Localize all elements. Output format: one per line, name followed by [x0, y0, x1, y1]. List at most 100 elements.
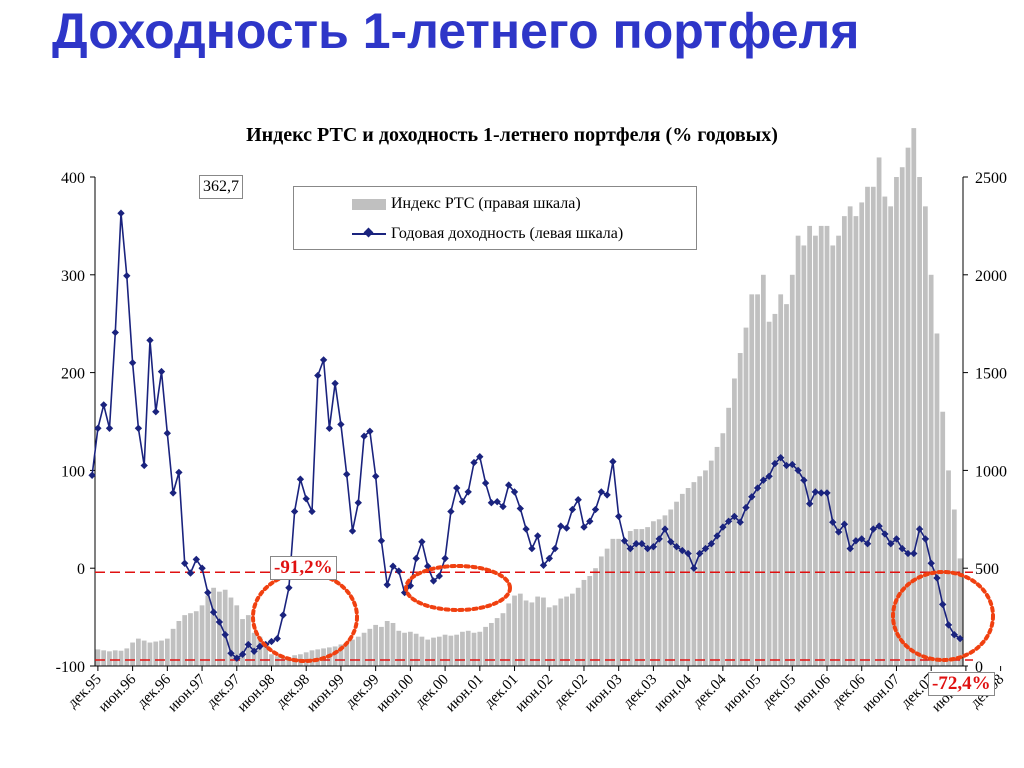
return-point: [175, 468, 183, 477]
left-tick-label: -100: [56, 659, 85, 676]
return-point: [285, 584, 293, 592]
rts-bar: [622, 540, 627, 666]
return-point: [823, 489, 831, 497]
return-point: [273, 634, 281, 643]
return-point: [522, 525, 530, 533]
return-point: [453, 484, 461, 492]
rts-bar: [176, 621, 182, 666]
rts-bar: [807, 225, 813, 666]
rts-bar: [616, 538, 622, 666]
legend-bar-label: Индекс РТС (правая шкала): [391, 195, 581, 212]
rts-bar: [193, 611, 199, 666]
rts-bar: [419, 636, 425, 666]
end-callout: -72,4%: [928, 672, 995, 696]
rts-bar: [309, 650, 315, 666]
left-tick-label: 200: [61, 366, 85, 383]
return-point: [834, 528, 843, 536]
right-tick-label: 2000: [975, 268, 1007, 285]
rts-bar: [732, 378, 737, 666]
return-point: [690, 564, 698, 572]
return-point: [487, 499, 496, 507]
return-point: [678, 546, 686, 555]
rts-bar: [911, 128, 917, 667]
rts-bar: [494, 618, 500, 666]
rts-bar: [708, 460, 714, 666]
return-point: [192, 555, 200, 564]
return-point: [858, 535, 866, 543]
return-point: [615, 512, 623, 521]
right-tick-label: 1000: [975, 463, 1007, 480]
trough-ellipse: [251, 571, 359, 663]
rts-bar: [778, 294, 784, 666]
return-point: [105, 424, 114, 432]
rts-bar: [859, 202, 865, 666]
return-point: [279, 611, 287, 619]
rts-bar: [217, 591, 222, 666]
return-point: [921, 535, 930, 543]
return-line: [91, 213, 961, 660]
rts-bar: [402, 632, 407, 666]
return-point: [806, 500, 814, 508]
return-point: [331, 379, 339, 388]
rts-bar: [789, 274, 795, 666]
rts-bar: [465, 630, 471, 666]
return-point: [481, 479, 490, 487]
return-point: [643, 544, 652, 553]
rts-bar: [581, 579, 587, 666]
chart-legend: Индекс РТС (правая шкала) Годовая доходн…: [293, 186, 697, 250]
return-point: [221, 631, 229, 639]
rts-bar: [234, 605, 240, 666]
rts-bar: [118, 650, 124, 666]
return-point: [649, 543, 658, 551]
rts-bar: [147, 642, 153, 666]
rts-bar: [922, 206, 928, 666]
return-point: [516, 504, 524, 513]
return-point: [777, 454, 785, 462]
return-point: [198, 564, 206, 572]
return-point: [586, 517, 594, 525]
return-point: [348, 527, 357, 535]
rts-bar: [697, 476, 703, 666]
rts-bar: [315, 649, 321, 666]
return-point: [881, 530, 889, 538]
return-point: [551, 544, 559, 553]
return-point: [111, 328, 119, 337]
legend-line-label: Годовая доходность (левая шкала): [391, 225, 624, 242]
rts-bar: [436, 636, 442, 666]
return-point: [742, 503, 750, 512]
rts-bar: [303, 652, 309, 666]
return-point: [950, 631, 958, 639]
return-point: [840, 520, 849, 528]
return-point: [933, 574, 941, 582]
return-point: [638, 540, 646, 548]
rts-bar: [934, 333, 940, 666]
rts-bar: [766, 321, 772, 666]
rts-bar: [685, 488, 691, 666]
x-tick-label: июн.07: [859, 671, 903, 715]
return-point: [887, 540, 895, 548]
rts-bar: [188, 613, 193, 666]
return-point: [186, 569, 195, 577]
return-point: [204, 588, 212, 597]
legend-line-swatch: [352, 233, 386, 235]
return-point: [169, 489, 177, 497]
rts-bar: [679, 493, 685, 666]
rts-bar: [367, 628, 373, 666]
return-point: [811, 488, 820, 496]
rts-bar: [535, 596, 541, 666]
rts-bar: [743, 327, 749, 666]
return-point: [499, 502, 507, 511]
return-point: [140, 461, 148, 470]
return-point: [620, 537, 629, 545]
rts-bar: [593, 568, 598, 666]
x-tick-label: июн.00: [373, 672, 417, 716]
rts-bar: [564, 596, 569, 666]
x-tick-label: июн.03: [582, 672, 626, 716]
rts-bar: [888, 206, 894, 666]
rts-bar: [940, 411, 946, 666]
return-point: [215, 618, 224, 626]
return-point: [904, 549, 912, 558]
return-point: [892, 535, 901, 543]
rts-bar: [749, 294, 755, 666]
rts-bar: [379, 626, 384, 666]
